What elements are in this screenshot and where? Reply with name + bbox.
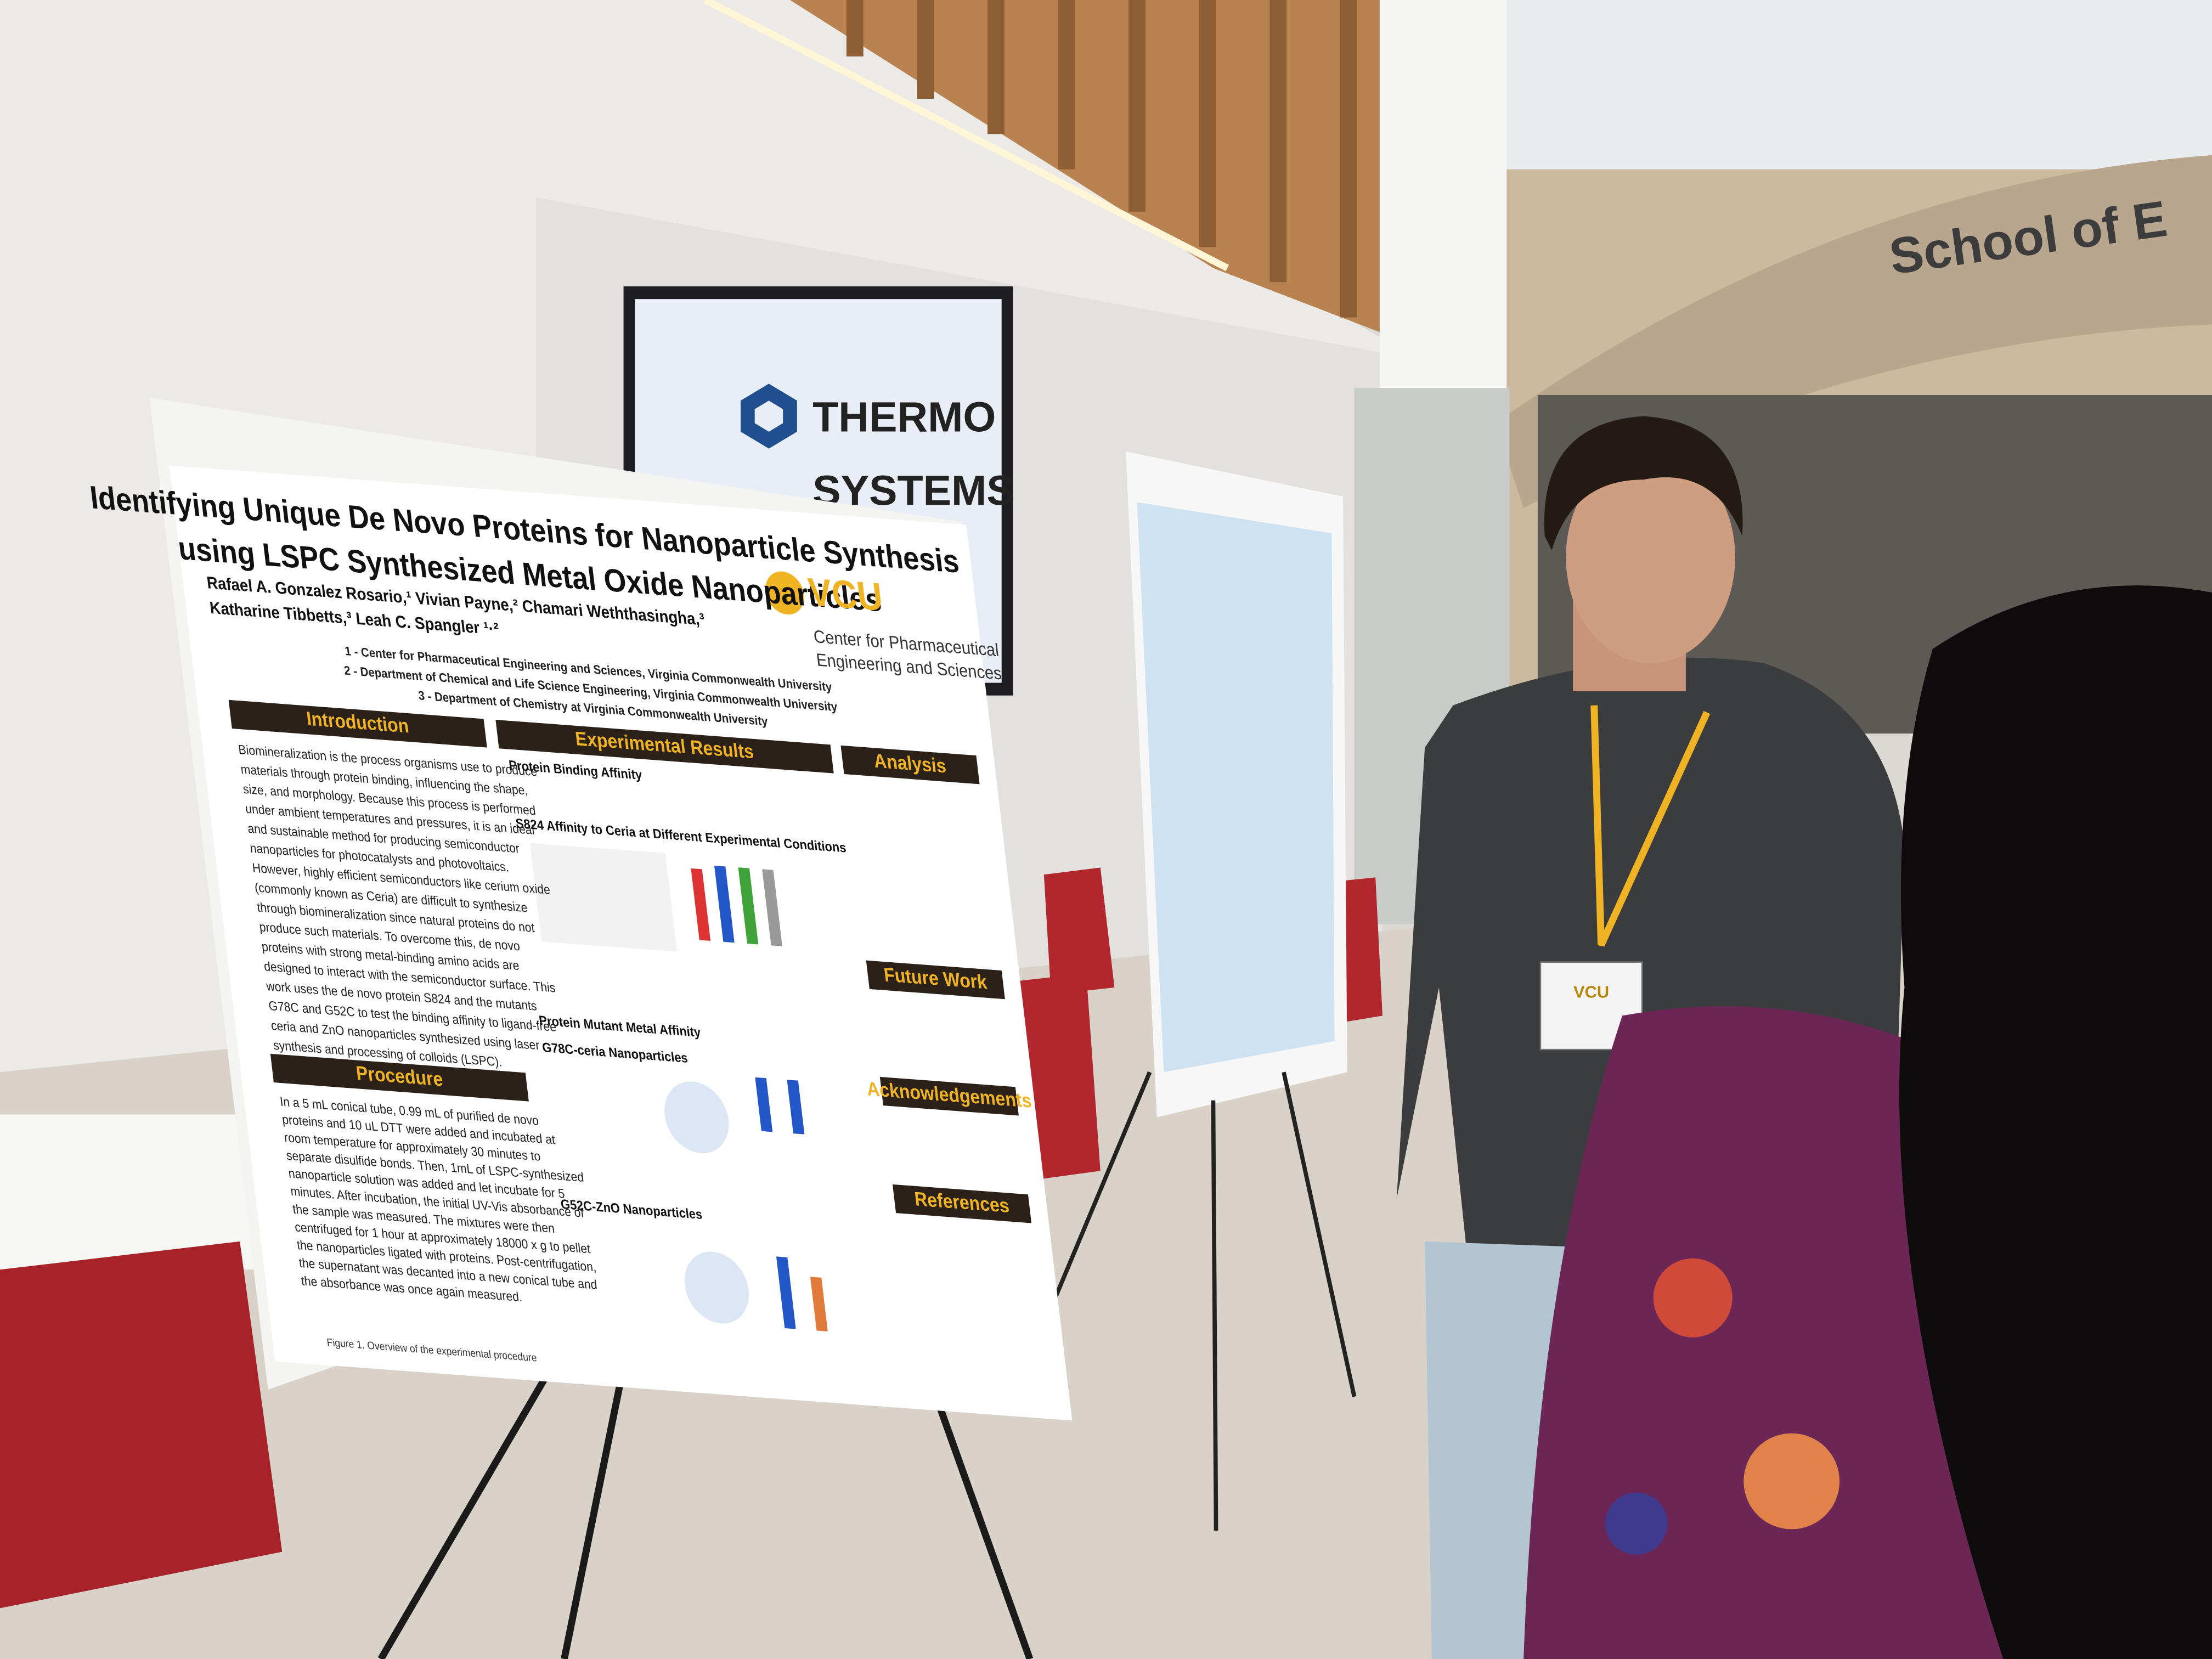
figure-bar: [776, 1256, 796, 1329]
light-strip: [703, 0, 1229, 272]
figure-bar: [810, 1277, 828, 1331]
face: [1566, 451, 1735, 663]
column: [1379, 0, 1507, 409]
section-header-bar: [270, 1053, 529, 1102]
second-poster: [1137, 502, 1335, 1073]
wood-ceiling: [790, 0, 1397, 339]
section-header-bar: [879, 1076, 1019, 1116]
slat: [988, 0, 1005, 134]
poster-logo-seal: [765, 571, 804, 615]
blouse-flower: [1743, 1433, 1840, 1530]
poster: Identifying Unique De Novo Proteins for …: [88, 465, 1073, 1421]
slat: [1269, 0, 1287, 283]
slat: [1058, 0, 1075, 170]
badge-logo: VCU: [1573, 982, 1609, 1001]
section-header-bar: [866, 960, 1005, 1000]
figure-bar: [755, 1077, 773, 1132]
section-header-bar: [840, 745, 980, 785]
protein-figure: [664, 1081, 729, 1154]
figure-bar: [691, 868, 711, 941]
slat: [917, 0, 934, 99]
blouse-flower: [1653, 1258, 1733, 1338]
slat: [1340, 0, 1357, 318]
figure-bar: [762, 869, 782, 946]
slat: [846, 0, 864, 57]
easel-leg: [1282, 1071, 1357, 1397]
chair: [1043, 867, 1115, 995]
upper-glass: [1495, 0, 2212, 170]
lanyard: [1590, 705, 1711, 947]
figure-bar: [738, 867, 759, 945]
slat: [1128, 0, 1146, 212]
screen-brand: THERMO: [812, 394, 996, 441]
wood-slats: [846, 0, 1357, 318]
easel-leg: [1211, 1100, 1218, 1531]
hair: [1544, 416, 1743, 550]
screen-logo-inner: [754, 400, 783, 432]
figure-bar: [714, 865, 735, 943]
section-header-bar: [495, 719, 834, 774]
protein-figure: [684, 1251, 749, 1324]
slat: [1199, 0, 1216, 247]
chair: [0, 1241, 283, 1609]
table: [0, 1114, 254, 1270]
figure: [529, 843, 678, 952]
blouse-flower: [1605, 1492, 1668, 1555]
section-header-bar: [892, 1184, 1032, 1223]
section-header-bar: [228, 699, 487, 748]
figure-bar: [787, 1080, 805, 1135]
poster-logo: VCU: [806, 570, 885, 619]
hair: [1899, 585, 2212, 1659]
